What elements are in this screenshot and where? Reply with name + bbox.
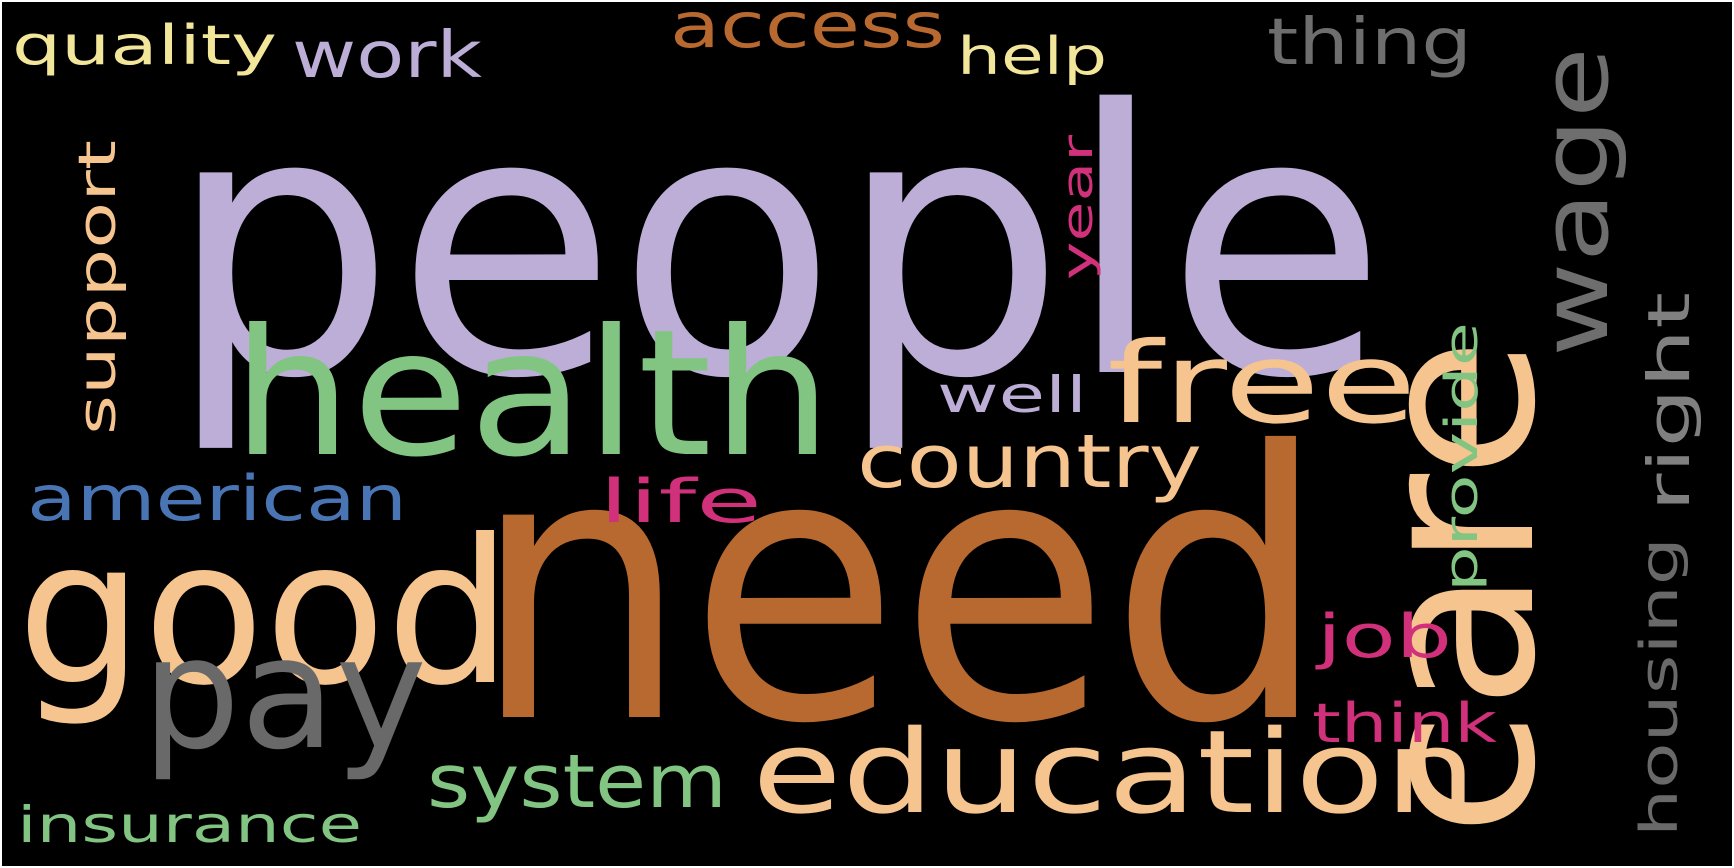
word-think: think [1312, 692, 1498, 755]
word-year: year [1053, 134, 1102, 280]
word-need: need [472, 375, 1327, 805]
word-job: job [1314, 602, 1452, 672]
word-help: help [957, 27, 1107, 87]
word-quality: quality [12, 14, 277, 77]
word-wage: wage [1522, 47, 1629, 357]
word-education: education [752, 706, 1477, 840]
word-access: access [670, 2, 945, 62]
word-free: free [1107, 319, 1417, 449]
word-good: good [17, 497, 512, 730]
word-well: well [937, 366, 1087, 424]
word-thing: thing [1267, 6, 1472, 80]
word-provide: provide [1435, 322, 1488, 592]
word-life: life [599, 467, 762, 537]
word-insurance: insurance [17, 796, 362, 854]
word-american: american [27, 462, 407, 535]
word-work: work [292, 19, 482, 93]
word-health: health [232, 293, 832, 496]
word-country: country [857, 419, 1202, 505]
word-people: people [167, 34, 1387, 459]
word-support: support [68, 140, 128, 435]
word-system: system [427, 739, 727, 825]
word-care: care [1328, 337, 1584, 837]
word-right: right [1635, 292, 1703, 512]
word-pay: pay [142, 603, 427, 784]
word-housing: housing [1630, 537, 1690, 837]
